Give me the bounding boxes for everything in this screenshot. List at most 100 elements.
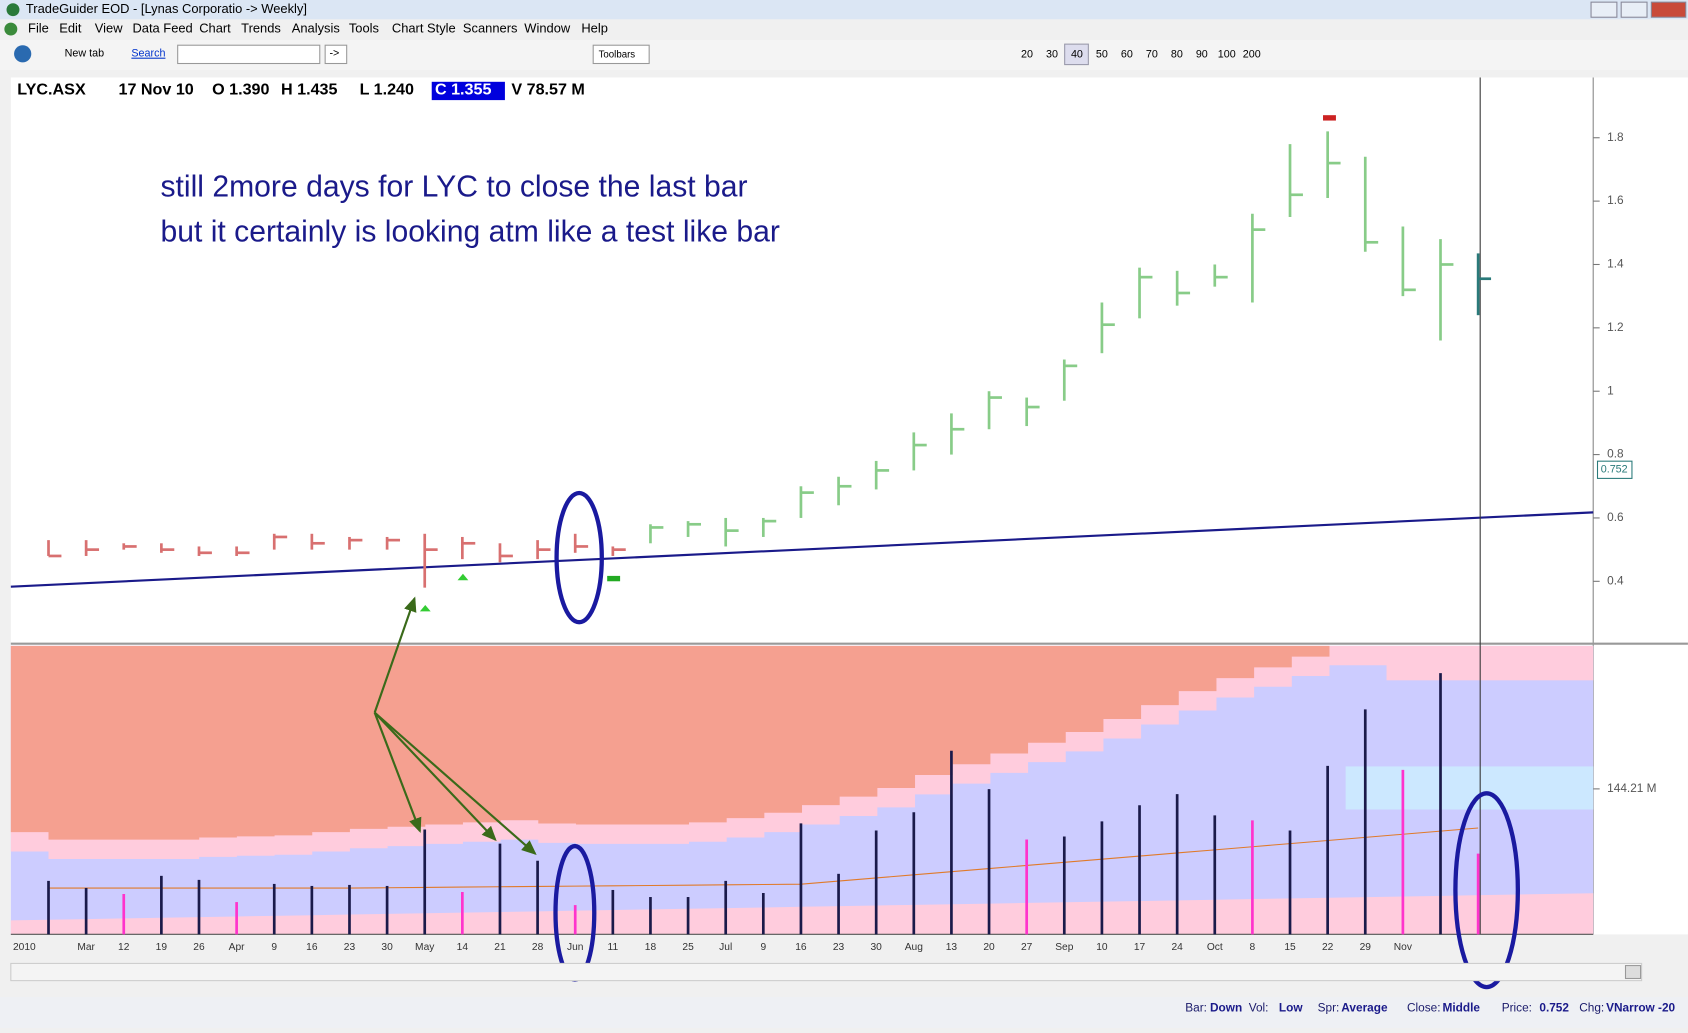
x-tick-label: 16 — [795, 942, 807, 953]
menu-item[interactable]: Tools — [349, 20, 379, 35]
band — [10, 645, 1387, 840]
status-value: Middle — [1443, 1001, 1481, 1015]
zoom-button[interactable]: 80 — [1171, 49, 1183, 61]
zoom-active — [1064, 43, 1089, 66]
menu-item[interactable]: Help — [581, 20, 608, 35]
header-field: LYC.ASX — [17, 81, 86, 99]
menu-item[interactable]: View — [95, 20, 123, 35]
y-tick-label: 1.8 — [1607, 130, 1624, 144]
status-value: 0.752 — [1539, 1001, 1569, 1015]
x-tick-label: 19 — [156, 942, 168, 953]
scrollbar[interactable] — [10, 962, 1643, 982]
x-tick-label: 27 — [1021, 942, 1033, 953]
status-value: Average — [1341, 1001, 1388, 1015]
status-label: Price: — [1502, 1001, 1532, 1015]
x-tick-label: Jun — [567, 942, 584, 953]
x-tick-label: 10 — [1096, 942, 1108, 953]
zoom-button[interactable]: 200 — [1243, 49, 1261, 61]
zoom-button[interactable]: 20 — [1021, 49, 1033, 61]
x-tick-label: 24 — [1171, 942, 1183, 953]
doc-icon — [4, 22, 18, 36]
axis-area — [1593, 77, 1688, 935]
zoom-button[interactable]: 50 — [1096, 49, 1108, 61]
header-field: H 1.435 — [281, 81, 338, 99]
zoom-button[interactable]: 90 — [1196, 49, 1208, 61]
x-tick-label: Nov — [1394, 942, 1413, 953]
status-value: Low — [1279, 1001, 1303, 1015]
x-tick-label: Oct — [1207, 942, 1223, 953]
x-tick-label: 16 — [306, 942, 318, 953]
menu-item[interactable]: File — [28, 20, 49, 35]
y-tick-label: 1.6 — [1607, 193, 1624, 207]
menu-item[interactable]: Trends — [241, 20, 281, 35]
menu-item[interactable]: Edit — [59, 20, 82, 35]
band — [1345, 766, 1594, 810]
x-tick-label: 13 — [946, 942, 958, 953]
new-tab-button[interactable]: New tab — [65, 48, 104, 60]
x-tick-label: Jul — [719, 942, 732, 953]
go-button[interactable] — [324, 44, 348, 65]
price-marker-box — [1596, 460, 1633, 479]
x-tick-label: 30 — [870, 942, 882, 953]
y-tick-label: 1.4 — [1607, 257, 1624, 271]
menu-item[interactable]: Chart Style — [392, 20, 456, 35]
search-box[interactable] — [177, 44, 321, 65]
x-tick-label: 12 — [118, 942, 130, 953]
menu-item[interactable]: Chart — [199, 20, 231, 35]
globe-icon[interactable] — [14, 45, 32, 63]
status-label: Vol: — [1249, 1001, 1269, 1015]
x-tick-label: 28 — [532, 942, 544, 953]
x-tick-label: 23 — [833, 942, 845, 953]
band — [1386, 645, 1594, 681]
menu-item[interactable]: Scanners — [463, 20, 518, 35]
status-label: Bar: — [1185, 1001, 1207, 1015]
price-marker: 0.752 — [1601, 464, 1628, 476]
y-tick-label: 0.4 — [1607, 573, 1624, 587]
menu-item[interactable]: Data Feed — [132, 20, 192, 35]
app-icon — [6, 3, 20, 17]
x-tick-label: May — [415, 942, 435, 953]
x-tick-label: 29 — [1360, 942, 1372, 953]
x-tick-label: 17 — [1134, 942, 1146, 953]
toolbars-label: Toolbars — [599, 49, 636, 60]
header-field: C 1.355 — [435, 81, 492, 99]
zoom-button[interactable]: 30 — [1046, 49, 1058, 61]
x-tick-label: 14 — [457, 942, 469, 953]
x-tick-label: 11 — [608, 942, 619, 953]
scroll-thumb[interactable] — [1624, 965, 1642, 980]
zoom-button[interactable]: 40 — [1071, 49, 1083, 61]
x-tick-label: 30 — [381, 942, 393, 953]
title-bar — [0, 0, 1688, 20]
y-tick-label: 1.2 — [1607, 320, 1623, 334]
zoom-button[interactable]: 100 — [1218, 49, 1236, 61]
y-tick-label: 1 — [1607, 383, 1614, 397]
search-link[interactable]: Search — [131, 48, 165, 60]
x-tick-label: 15 — [1284, 942, 1296, 953]
moving-average — [48, 827, 1479, 889]
zoom-button[interactable]: 70 — [1146, 49, 1158, 61]
window-title: TradeGuider EOD - [Lynas Corporatio -> W… — [26, 1, 307, 16]
x-tick-label: Aug — [905, 942, 923, 953]
menu-item[interactable]: Analysis — [292, 20, 340, 35]
window-controls[interactable] — [1590, 1, 1687, 18]
toolbars-dropdown[interactable] — [592, 44, 650, 65]
x-tick-label: Sep — [1055, 942, 1073, 953]
status-label: Spr: — [1318, 1001, 1340, 1015]
y-tick-label: 0.8 — [1607, 447, 1624, 461]
zoom-button[interactable]: 60 — [1121, 49, 1133, 61]
x-tick-label: 8 — [1250, 942, 1256, 953]
status-value: Down — [1210, 1001, 1242, 1015]
status-label: Chg: — [1579, 1001, 1604, 1015]
x-tick-label: 20 — [983, 942, 995, 953]
x-tick-label: Mar — [77, 942, 95, 953]
signals — [419, 115, 1336, 612]
x-tick-label: 25 — [682, 942, 694, 953]
status-label: Close: — [1407, 1001, 1441, 1015]
x-tick-label: 9 — [760, 942, 766, 953]
y-tick-label: 0.6 — [1607, 510, 1624, 524]
year-label: 2010 — [13, 942, 36, 953]
menu-item[interactable]: Window — [524, 20, 571, 35]
close-highlight — [431, 81, 505, 101]
